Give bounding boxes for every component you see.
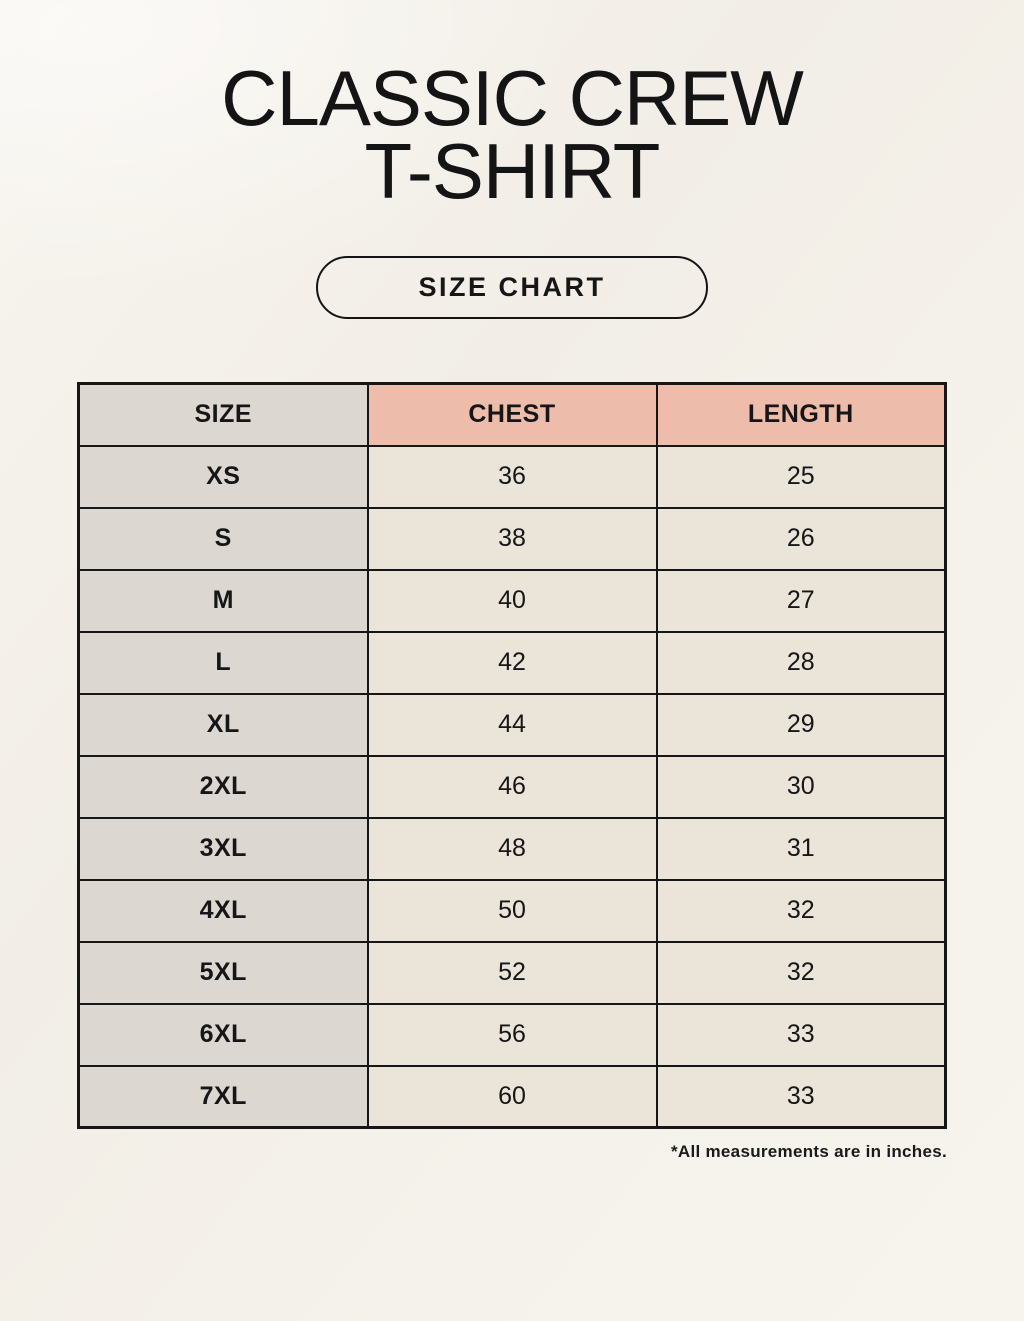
column-header-length: LENGTH xyxy=(655,382,947,447)
table-row: M 40 27 xyxy=(77,568,947,633)
column-header-chest: CHEST xyxy=(366,382,658,447)
chest-cell: 38 xyxy=(366,506,658,571)
size-chart-button-label: SIZE CHART xyxy=(418,272,606,302)
size-cell: S xyxy=(77,506,369,571)
table-row: L 42 28 xyxy=(77,630,947,695)
length-cell: 32 xyxy=(655,940,947,1005)
table-row: 3XL 48 31 xyxy=(77,816,947,881)
chest-cell: 36 xyxy=(366,444,658,509)
table-row: 6XL 56 33 xyxy=(77,1002,947,1067)
chest-cell: 56 xyxy=(366,1002,658,1067)
chest-cell: 48 xyxy=(366,816,658,881)
size-table-container: SIZE CHEST LENGTH XS 36 25 S 38 26 M 40 … xyxy=(77,382,947,1129)
length-cell: 30 xyxy=(655,754,947,819)
size-table: SIZE CHEST LENGTH XS 36 25 S 38 26 M 40 … xyxy=(77,382,947,1129)
column-header-size: SIZE xyxy=(77,382,369,447)
size-cell: M xyxy=(77,568,369,633)
size-chart-button[interactable]: SIZE CHART xyxy=(316,256,708,319)
chest-cell: 60 xyxy=(366,1064,658,1129)
size-cell: 3XL xyxy=(77,816,369,881)
length-cell: 33 xyxy=(655,1002,947,1067)
size-table-header: SIZE CHEST LENGTH xyxy=(77,382,947,447)
table-row: XL 44 29 xyxy=(77,692,947,757)
size-cell: 2XL xyxy=(77,754,369,819)
chest-cell: 44 xyxy=(366,692,658,757)
table-row: 4XL 50 32 xyxy=(77,878,947,943)
size-cell: 6XL xyxy=(77,1002,369,1067)
chest-cell: 50 xyxy=(366,878,658,943)
size-cell: 4XL xyxy=(77,878,369,943)
length-cell: 31 xyxy=(655,816,947,881)
length-cell: 32 xyxy=(655,878,947,943)
size-cell: 5XL xyxy=(77,940,369,1005)
chest-cell: 42 xyxy=(366,630,658,695)
length-cell: 25 xyxy=(655,444,947,509)
size-cell: XS xyxy=(77,444,369,509)
chest-cell: 52 xyxy=(366,940,658,1005)
size-cell: XL xyxy=(77,692,369,757)
measurements-footnote: *All measurements are in inches. xyxy=(670,1142,947,1161)
page-title-line2: T-SHIRT xyxy=(364,127,661,215)
table-row: 2XL 46 30 xyxy=(77,754,947,819)
table-row: 5XL 52 32 xyxy=(77,940,947,1005)
size-table-body: XS 36 25 S 38 26 M 40 27 L 42 28 XL 44 2… xyxy=(77,444,947,1129)
chest-cell: 46 xyxy=(366,754,658,819)
length-cell: 28 xyxy=(655,630,947,695)
table-row: 7XL 60 33 xyxy=(77,1064,947,1129)
table-row: XS 36 25 xyxy=(77,444,947,509)
page-title-line1: CLASSIC CREW xyxy=(221,54,804,142)
length-cell: 29 xyxy=(655,692,947,757)
length-cell: 26 xyxy=(655,506,947,571)
header-row: SIZE CHEST LENGTH xyxy=(77,382,947,447)
page-title: CLASSIC CREW T-SHIRT xyxy=(0,0,1024,210)
length-cell: 33 xyxy=(655,1064,947,1129)
size-cell: 7XL xyxy=(77,1064,369,1129)
table-row: S 38 26 xyxy=(77,506,947,571)
size-cell: L xyxy=(77,630,369,695)
chest-cell: 40 xyxy=(366,568,658,633)
length-cell: 27 xyxy=(655,568,947,633)
